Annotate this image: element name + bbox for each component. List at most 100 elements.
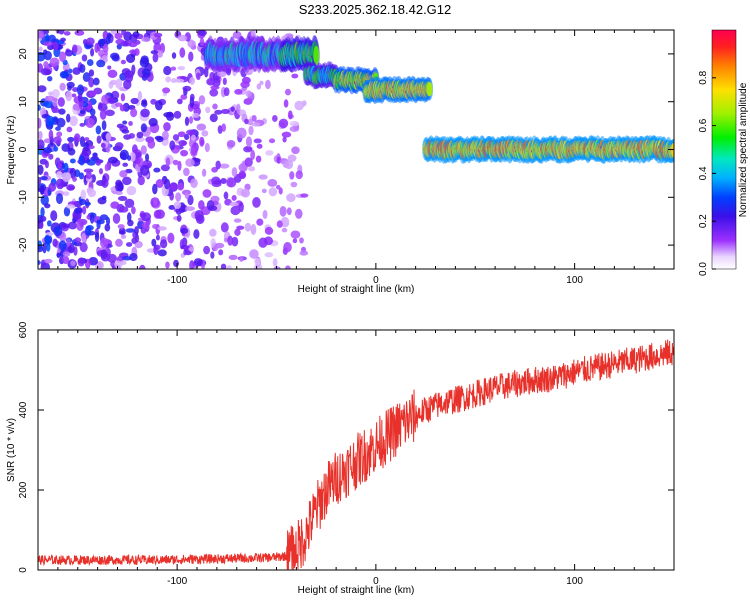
heatmap-noise-blob (198, 95, 206, 105)
heatmap-noise-blob (45, 33, 50, 44)
heatmap-noise-blob (279, 205, 287, 217)
heatmap-noise-blob (153, 167, 161, 173)
heatmap-noise-blob (104, 223, 111, 232)
heatmap-noise-blob (40, 206, 45, 218)
heatmap-noise-blob (44, 160, 49, 169)
heatmap-noise-blob (213, 200, 219, 206)
heatmap-noise-blob (58, 51, 67, 62)
heatmap-noise-blob (173, 110, 182, 119)
heatmap-noise-blob (295, 170, 303, 180)
heatmap-noise-blob (155, 100, 163, 111)
heatmap-noise-blob (151, 238, 157, 247)
heatmap-noise-blob (66, 238, 71, 247)
heatmap-noise-blob (48, 182, 57, 192)
heatmap-noise-blob (262, 209, 268, 219)
heatmap-noise-blob (92, 152, 98, 157)
heatmap-noise-blob (119, 104, 126, 112)
heatmap-noise-blob (124, 72, 134, 83)
heatmap-noise-blob (79, 136, 86, 148)
heatmap-noise-blob (253, 262, 263, 269)
heatmap-noise-blob (58, 30, 65, 35)
heatmap-noise-blob (115, 78, 123, 90)
heatmap-noise-blob (38, 118, 42, 129)
heatmap-noise-blob (55, 126, 61, 131)
heatmap-noise-blob (150, 50, 159, 55)
heatmap-noise-blob (189, 116, 194, 124)
heatmap-noise-blob (169, 140, 176, 151)
heatmap-noise-blob (286, 207, 292, 216)
heatmap-noise-blob (289, 171, 295, 180)
colorbar-tick-label: 0.0 (698, 262, 709, 276)
heatmap-noise-blob (163, 65, 172, 76)
heatmap-noise-blob (38, 164, 44, 175)
heatmap-noise-blob (159, 239, 168, 249)
heatmap-noise-blob (177, 160, 182, 171)
heatmap-noise-blob (281, 227, 288, 233)
heatmap-noise-blob (45, 115, 55, 127)
heatmap-noise-blob (156, 52, 163, 58)
heatmap-noise-blob (212, 244, 219, 251)
heatmap-noise-blob (236, 103, 241, 114)
heatmap-noise-blob (267, 179, 278, 187)
colorbar (711, 29, 737, 270)
heatmap-noise-blob (283, 242, 292, 253)
heatmap-noise-blob (292, 238, 298, 244)
heatmap-noise-blob (79, 63, 86, 73)
heatmap-noise-blob (72, 176, 77, 182)
heatmap-noise-blob (45, 234, 51, 246)
heatmap-ytick-label: -10 (18, 190, 29, 205)
heatmap-noise-blob (234, 88, 243, 95)
heatmap-ytick-label: -20 (18, 237, 29, 252)
heatmap-noise-blob (122, 162, 129, 167)
heatmap-noise-blob (201, 168, 207, 177)
heatmap-noise-blob (145, 153, 150, 162)
heatmap-noise-blob (107, 65, 112, 70)
heatmap-noise-blob (38, 130, 43, 140)
heatmap-noise-blob (141, 68, 151, 76)
heatmap-noise-blob (80, 189, 87, 201)
heatmap-noise-blob (231, 194, 237, 201)
heatmap-noise-blob (56, 252, 62, 258)
heatmap-noise-blob (38, 104, 41, 111)
heatmap-noise-blob (63, 206, 71, 217)
heatmap-noise-blob (178, 140, 187, 147)
heatmap-noise-blob (106, 253, 117, 263)
heatmap-noise-blob (135, 158, 141, 164)
heatmap-noise-blob (231, 167, 238, 177)
heatmap-noise-blob (128, 132, 135, 139)
heatmap-noise-blob (285, 265, 291, 269)
heatmap-noise-blob (256, 83, 262, 90)
heatmap-noise-blob (48, 129, 54, 141)
snr-xtick-label: -100 (167, 576, 187, 587)
heatmap-noise-blob (77, 257, 85, 267)
heatmap-noise-blob (66, 126, 73, 133)
heatmap-noise-blob (134, 240, 143, 249)
heatmap-noise-blob (153, 209, 162, 219)
heatmap-noise-blob (111, 102, 116, 108)
snr-series-line (38, 339, 674, 570)
heatmap-noise-blob (169, 182, 177, 192)
heatmap-noise-blob (104, 163, 109, 172)
heatmap-noise-blob (67, 85, 72, 91)
heatmap-noise-blob (62, 256, 70, 264)
heatmap-noise-blob (38, 46, 43, 52)
heatmap-noise-blob (78, 172, 85, 180)
heatmap-noise-blob (86, 37, 95, 46)
heatmap-noise-blob (240, 81, 250, 88)
heatmap-noise-blob (228, 254, 238, 260)
heatmap-noise-blob (125, 53, 136, 63)
heatmap-noise-blob (140, 123, 148, 133)
heatmap-noise-blob (67, 136, 75, 143)
heatmap-noise-blob (44, 203, 51, 209)
heatmap-noise-blob (272, 114, 278, 122)
heatmap-noise-blob (39, 185, 45, 196)
heatmap-noise-blob (122, 176, 132, 186)
heatmap-noise-blob (244, 118, 249, 125)
heatmap-noise-blob (128, 42, 138, 48)
heatmap-noise-blob (209, 228, 217, 237)
heatmap-noise-blob (245, 136, 252, 148)
heatmap-noise-blob (97, 38, 106, 47)
heatmap-noise-blob (72, 44, 78, 54)
heatmap-noise-blob (101, 178, 109, 188)
heatmap-noise-blob (116, 43, 122, 50)
